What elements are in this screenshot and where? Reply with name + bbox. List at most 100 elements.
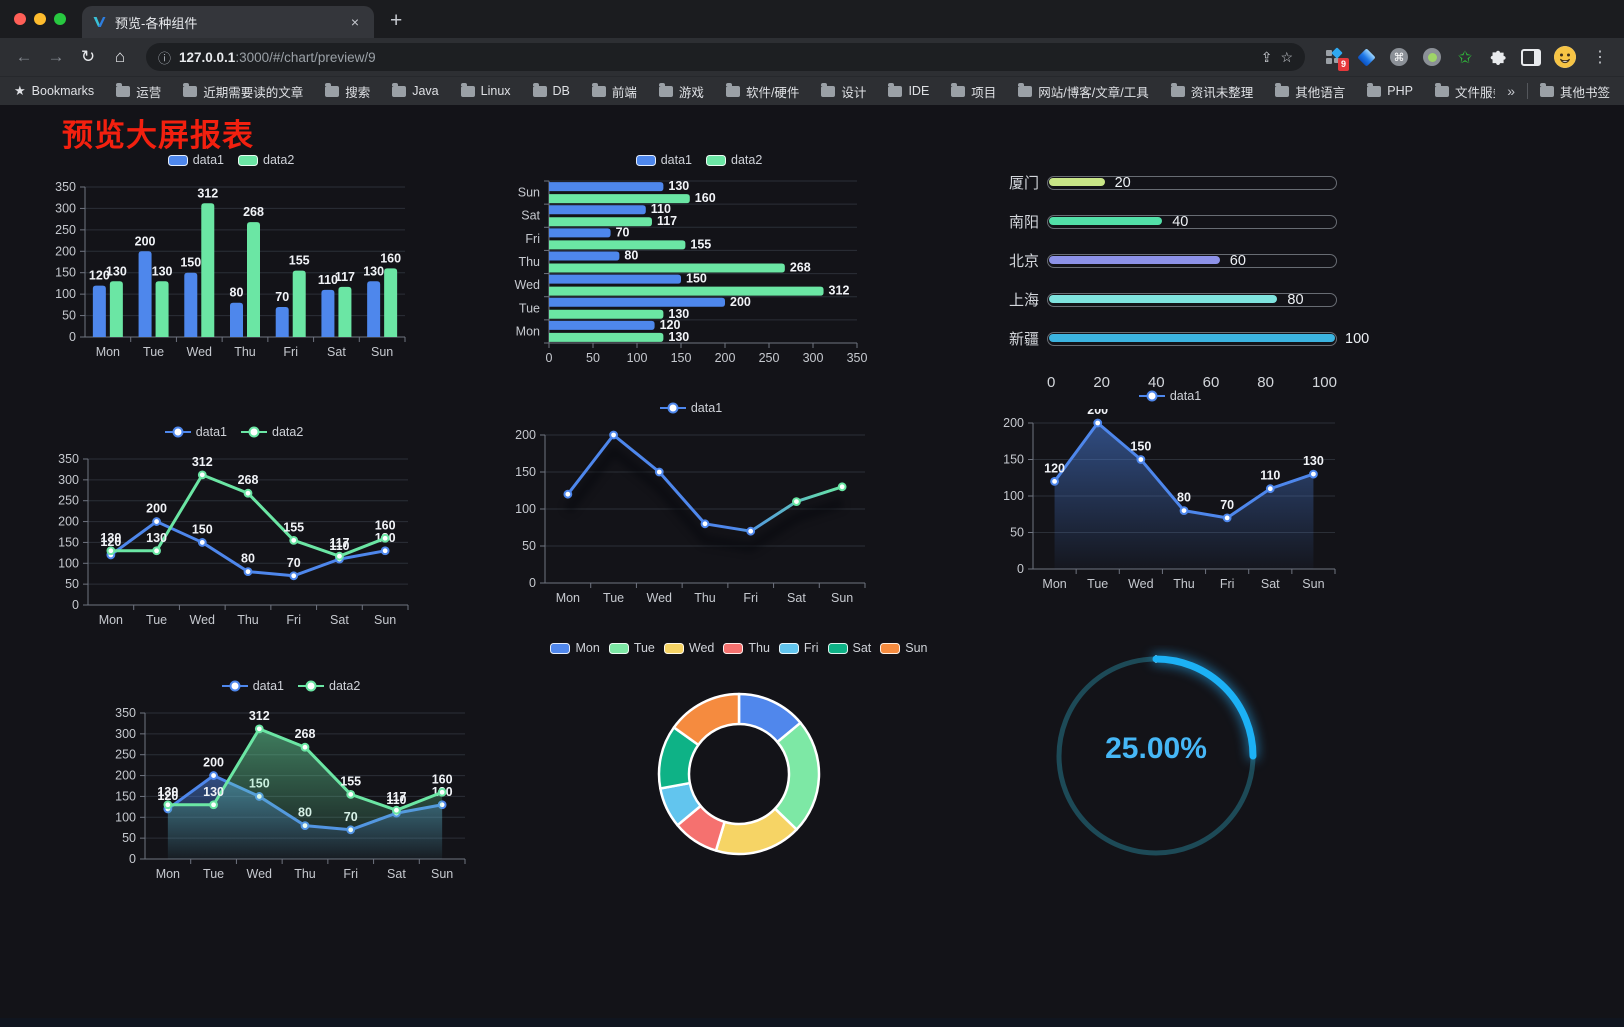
- legend-item[interactable]: Sun: [880, 641, 928, 655]
- bookmark-item[interactable]: ★ Bookmarks: [14, 83, 94, 99]
- legend-item[interactable]: data1: [659, 401, 722, 415]
- bookmark-item[interactable]: 运营: [116, 82, 161, 101]
- legend-item[interactable]: data1: [1138, 389, 1201, 403]
- legend-item[interactable]: Wed: [663, 641, 714, 655]
- svg-text:Fri: Fri: [1220, 577, 1235, 591]
- bookmark-item[interactable]: 资讯未整理: [1170, 82, 1253, 101]
- svg-text:250: 250: [58, 494, 79, 508]
- extension-star-icon[interactable]: ✩: [1457, 47, 1473, 67]
- bookmark-star-icon[interactable]: ☆: [1280, 48, 1293, 65]
- bookmark-item[interactable]: 设计: [821, 82, 866, 101]
- bookmark-item[interactable]: 项目: [951, 82, 996, 101]
- bookmark-item[interactable]: Linux: [460, 82, 511, 98]
- axis-tick-label: 80: [1257, 374, 1274, 391]
- bookmark-item[interactable]: 软件/硬件: [725, 82, 800, 101]
- bookmark-item[interactable]: Java: [392, 82, 439, 98]
- legend-label: data2: [272, 425, 304, 439]
- tab-close-icon[interactable]: ×: [350, 14, 360, 30]
- legend-item[interactable]: data1: [167, 153, 224, 167]
- reload-icon[interactable]: ↻: [80, 47, 96, 66]
- progress-fill: [1049, 255, 1220, 264]
- progress-value: 20: [1114, 174, 1131, 191]
- url-path: :3000/#/chart/preview/9: [235, 49, 376, 65]
- svg-text:350: 350: [847, 351, 868, 365]
- svg-text:120: 120: [1044, 461, 1065, 475]
- share-icon[interactable]: ⇪: [1260, 48, 1273, 65]
- bookmark-item[interactable]: DB: [532, 82, 570, 98]
- bookmark-label: Java: [412, 84, 439, 98]
- legend-item[interactable]: data1: [635, 153, 692, 167]
- bookmarks-overflow-chevron[interactable]: »: [1507, 83, 1515, 99]
- bookmark-item[interactable]: 网站/博客/文章/工具: [1018, 82, 1149, 101]
- svg-text:130: 130: [363, 264, 384, 278]
- extensions-puzzle-icon[interactable]: [1488, 47, 1508, 67]
- legend-item[interactable]: data2: [706, 153, 762, 167]
- folder-icon: [1367, 82, 1382, 97]
- window-zoom-button[interactable]: [54, 13, 66, 25]
- svg-text:50: 50: [1010, 526, 1024, 540]
- home-icon[interactable]: ⌂: [114, 47, 126, 66]
- progress-rows: 厦门 20 南阳 40 北京 60 上海 80 新疆 100 0 20 40 60 80 100: [993, 157, 1377, 392]
- progress-label: 南阳: [1008, 214, 1039, 231]
- bookmark-item[interactable]: 游戏: [658, 82, 704, 101]
- svg-text:160: 160: [375, 518, 396, 532]
- menu-kebab-icon[interactable]: ⋮: [1592, 49, 1608, 66]
- address-bar[interactable]: ⓘ 127.0.0.1:3000/#/chart/preview/9 ⇪ ☆: [146, 43, 1305, 71]
- legend-item[interactable]: data1: [221, 679, 284, 693]
- window-minimize-button[interactable]: [34, 13, 46, 25]
- legend-item[interactable]: data2: [238, 153, 294, 167]
- side-panel-icon[interactable]: [1521, 47, 1541, 67]
- site-info-icon[interactable]: ⓘ: [158, 50, 172, 66]
- svg-text:155: 155: [340, 774, 361, 788]
- browser-tab[interactable]: 预览-各种组件 ×: [82, 6, 374, 38]
- extension-grid-icon[interactable]: 9: [1323, 47, 1349, 71]
- legend-item[interactable]: Tue: [608, 641, 655, 655]
- bookmark-item[interactable]: 前端: [591, 82, 637, 101]
- area-line-chart: data1 0 50 100 150 200 Mon Tue Wed Thu Fri Sat Sun 12…: [993, 385, 1347, 599]
- bookmark-item[interactable]: 文件服务器: [1434, 82, 1495, 101]
- bookmark-label: 软件/硬件: [745, 85, 800, 100]
- legend-item[interactable]: Sat: [827, 641, 871, 655]
- svg-text:268: 268: [295, 727, 316, 741]
- legend-item[interactable]: Thu: [723, 641, 770, 655]
- legend-label: data2: [263, 153, 295, 167]
- svg-text:312: 312: [192, 455, 213, 469]
- svg-text:70: 70: [1220, 498, 1234, 512]
- extension-command-icon[interactable]: ⌘: [1389, 47, 1409, 67]
- extension-record-icon[interactable]: [1422, 47, 1442, 67]
- svg-text:100: 100: [627, 351, 648, 365]
- extensions-row: 9 ⌘ ✩: [1317, 46, 1582, 71]
- other-bookmarks-folder[interactable]: 其他书签: [1539, 82, 1610, 101]
- legend-item[interactable]: data1: [164, 425, 227, 439]
- bookmarks-bar: ★ Bookmarks 运营 近期需要读的文章 搜索 Java Linux DB 前端 游戏 软件/…: [0, 76, 1624, 105]
- bookmark-item[interactable]: 近期需要读的文章: [183, 82, 303, 101]
- bookmark-item[interactable]: 搜索: [325, 82, 370, 101]
- progress-bar-chart: 厦门 20 南阳 40 北京 60 上海 80 新疆 100 0 20 40 60 80 100: [993, 157, 1377, 392]
- new-tab-button[interactable]: +: [390, 9, 403, 32]
- svg-text:130: 130: [668, 179, 689, 193]
- legend-item[interactable]: Fri: [778, 641, 819, 655]
- bookmark-item[interactable]: IDE: [888, 82, 930, 98]
- bookmarks-divider: [1526, 83, 1528, 99]
- axis-tick-label: 0: [1047, 374, 1056, 391]
- svg-text:100: 100: [58, 556, 79, 570]
- legend-swatch-icon: [706, 154, 726, 166]
- bookmark-label: Bookmarks: [31, 84, 95, 98]
- legend-item[interactable]: data2: [298, 679, 360, 693]
- bookmark-label: IDE: [908, 84, 930, 98]
- svg-text:150: 150: [686, 272, 707, 286]
- forward-icon[interactable]: →: [47, 47, 65, 66]
- svg-text:150: 150: [55, 266, 76, 280]
- legend-item[interactable]: data2: [241, 425, 303, 439]
- svg-text:110: 110: [329, 539, 349, 553]
- legend-label: data1: [252, 679, 284, 693]
- legend-label: Thu: [748, 641, 770, 655]
- bookmark-item[interactable]: 其他语言: [1275, 82, 1345, 101]
- extension-gem-icon[interactable]: [1356, 47, 1376, 67]
- profile-avatar[interactable]: [1554, 46, 1576, 68]
- legend-item[interactable]: Mon: [550, 641, 600, 655]
- bookmark-item[interactable]: PHP: [1367, 82, 1413, 98]
- back-icon[interactable]: ←: [15, 47, 33, 66]
- url-host: 127.0.0.1: [179, 49, 236, 65]
- window-close-button[interactable]: [14, 13, 26, 25]
